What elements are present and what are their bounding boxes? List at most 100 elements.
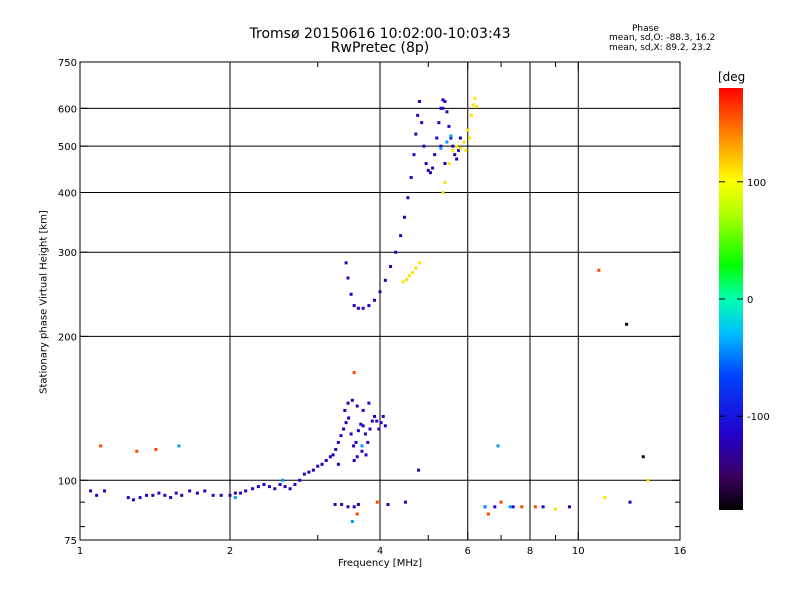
data-point — [455, 144, 459, 148]
data-point — [439, 146, 443, 150]
data-point — [283, 485, 287, 489]
data-point — [383, 424, 387, 428]
data-point — [449, 134, 453, 138]
data-point — [334, 447, 338, 451]
data-point — [349, 292, 353, 296]
data-point — [646, 478, 650, 482]
data-point — [511, 505, 515, 509]
data-point — [377, 427, 381, 431]
data-point — [462, 140, 466, 144]
data-point — [356, 429, 360, 433]
data-point — [361, 424, 365, 428]
data-point — [466, 128, 470, 132]
data-point — [483, 505, 487, 509]
data-point — [399, 234, 403, 238]
data-point — [439, 144, 443, 148]
data-point — [298, 478, 302, 482]
data-point — [278, 482, 282, 486]
data-point — [416, 113, 420, 117]
data-point — [375, 419, 379, 423]
data-point — [233, 491, 237, 495]
data-point — [169, 496, 173, 500]
data-point — [339, 434, 343, 438]
data-point — [343, 408, 347, 412]
colorbar-label: [deg — [718, 70, 746, 84]
data-point — [414, 266, 418, 270]
data-point — [424, 161, 428, 165]
data-point — [203, 489, 207, 493]
data-point — [350, 519, 354, 523]
data-point — [355, 512, 359, 516]
data-point — [386, 502, 390, 506]
data-point — [360, 449, 364, 453]
data-point — [157, 491, 161, 495]
data-point — [433, 153, 437, 157]
y-tick-label: 100 — [58, 476, 77, 487]
data-point — [407, 274, 411, 278]
data-point — [99, 444, 103, 448]
data-point — [628, 500, 632, 504]
data-point — [420, 121, 424, 125]
data-point — [383, 278, 387, 282]
data-point — [349, 432, 353, 436]
x-tick-label: 10 — [572, 546, 585, 557]
data-point — [361, 408, 365, 412]
data-point — [468, 136, 472, 140]
data-point — [288, 487, 292, 491]
data-point — [417, 261, 421, 265]
x-tick-label: 6 — [465, 546, 471, 557]
data-point — [145, 493, 149, 497]
data-point — [331, 453, 335, 457]
data-point — [355, 455, 359, 459]
data-point — [486, 512, 490, 516]
data-point — [219, 493, 223, 497]
data-point — [346, 505, 350, 509]
data-point — [302, 472, 306, 476]
data-point — [233, 496, 237, 500]
data-point — [381, 414, 385, 418]
data-point — [412, 153, 416, 157]
data-point — [307, 470, 311, 474]
data-point — [356, 502, 360, 506]
data-point — [344, 421, 348, 425]
data-point — [404, 278, 408, 282]
data-point — [496, 444, 500, 448]
data-point — [281, 478, 285, 482]
y-tick-label: 600 — [58, 104, 77, 115]
data-point — [431, 166, 435, 170]
data-point — [445, 140, 449, 144]
data-point — [469, 113, 473, 117]
data-point — [455, 157, 459, 161]
data-point — [453, 153, 457, 157]
y-tick-label: 750 — [58, 58, 77, 69]
data-point — [414, 132, 418, 136]
data-point — [443, 180, 447, 184]
data-point — [441, 98, 445, 102]
data-point — [464, 148, 468, 152]
data-point — [443, 100, 447, 104]
data-point — [367, 401, 371, 405]
data-point — [441, 190, 445, 194]
data-point — [154, 447, 158, 451]
data-point — [177, 444, 181, 448]
data-point — [364, 453, 368, 457]
data-point — [389, 265, 393, 269]
colorbar-tick-label: 100 — [747, 178, 766, 189]
data-point — [508, 505, 512, 509]
data-point — [95, 493, 99, 497]
data-point — [228, 493, 232, 497]
chart-title: Tromsø 20150616 10:02:00-10:03:43 — [249, 26, 511, 42]
data-point — [553, 507, 557, 511]
data-point — [443, 161, 447, 165]
data-point — [352, 371, 356, 375]
data-point — [493, 505, 497, 509]
data-point — [126, 496, 130, 500]
chart-subtitle: RwPretec (8p) — [330, 40, 430, 56]
data-point — [366, 440, 370, 444]
data-point — [368, 427, 372, 431]
data-point — [375, 500, 379, 504]
data-point — [311, 468, 315, 472]
data-point — [567, 505, 571, 509]
data-point — [409, 175, 413, 179]
